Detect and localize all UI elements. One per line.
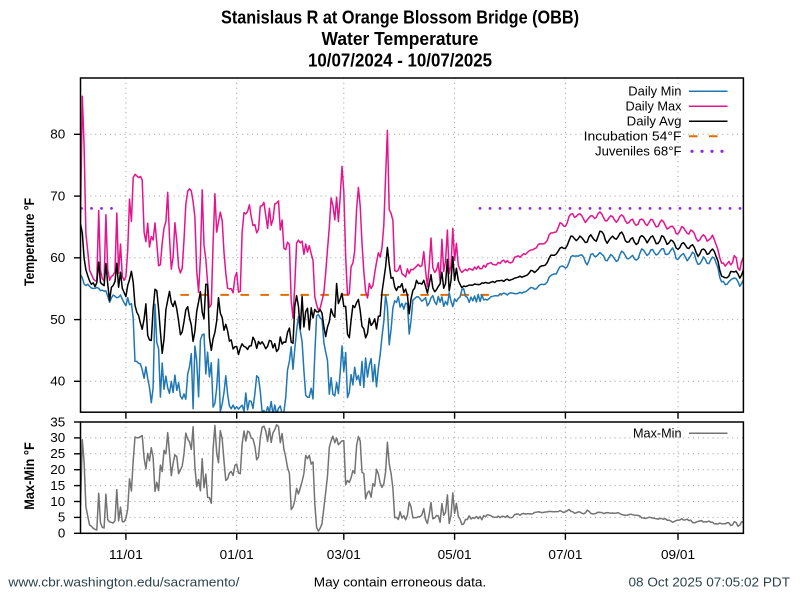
svg-text:25: 25 [50,447,65,461]
svg-text:Daily Min: Daily Min [628,85,681,99]
svg-text:30: 30 [50,431,65,445]
svg-text:07/01: 07/01 [548,548,582,562]
svg-text:11/01: 11/01 [109,548,143,562]
svg-text:Juveniles 68°F: Juveniles 68°F [595,145,682,159]
svg-text:08 Oct 2025 07:05:02 PDT: 08 Oct 2025 07:05:02 PDT [629,575,791,590]
svg-text:05/01: 05/01 [438,548,472,562]
svg-text:Daily Max: Daily Max [626,100,683,114]
svg-text:Stanislaus R at Orange Blossom: Stanislaus R at Orange Blossom Bridge (O… [221,8,579,28]
svg-text:Temperature °F: Temperature °F [21,198,37,286]
svg-text:Daily Avg: Daily Avg [627,114,682,128]
svg-text:Max-Min °F: Max-Min °F [21,442,37,510]
svg-text:Max-Min: Max-Min [633,427,682,441]
svg-text:0: 0 [58,527,65,541]
svg-text:35: 35 [50,415,65,429]
svg-text:70: 70 [50,189,65,203]
svg-text:10: 10 [50,495,65,509]
svg-text:15: 15 [50,479,65,493]
svg-text:10/07/2024 - 10/07/2025: 10/07/2024 - 10/07/2025 [308,51,492,71]
svg-text:20: 20 [50,463,65,477]
svg-text:80: 80 [50,128,65,142]
svg-text:50: 50 [50,313,65,327]
svg-text:May contain erroneous data.: May contain erroneous data. [314,575,487,590]
svg-text:Incubation 54°F: Incubation 54°F [584,129,682,143]
svg-text:03/01: 03/01 [327,548,361,562]
svg-text:60: 60 [50,251,65,265]
svg-text:40: 40 [50,375,65,389]
svg-text:www.cbr.washington.edu/sacrame: www.cbr.washington.edu/sacramento/ [7,575,239,590]
svg-text:09/01: 09/01 [661,548,695,562]
svg-text:5: 5 [58,511,65,525]
svg-text:01/01: 01/01 [220,548,254,562]
svg-text:Water Temperature: Water Temperature [322,29,479,49]
